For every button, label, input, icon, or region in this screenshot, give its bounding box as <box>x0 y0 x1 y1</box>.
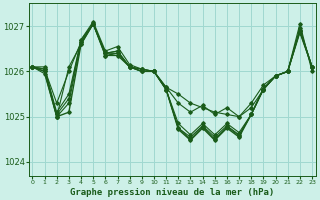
X-axis label: Graphe pression niveau de la mer (hPa): Graphe pression niveau de la mer (hPa) <box>70 188 274 197</box>
